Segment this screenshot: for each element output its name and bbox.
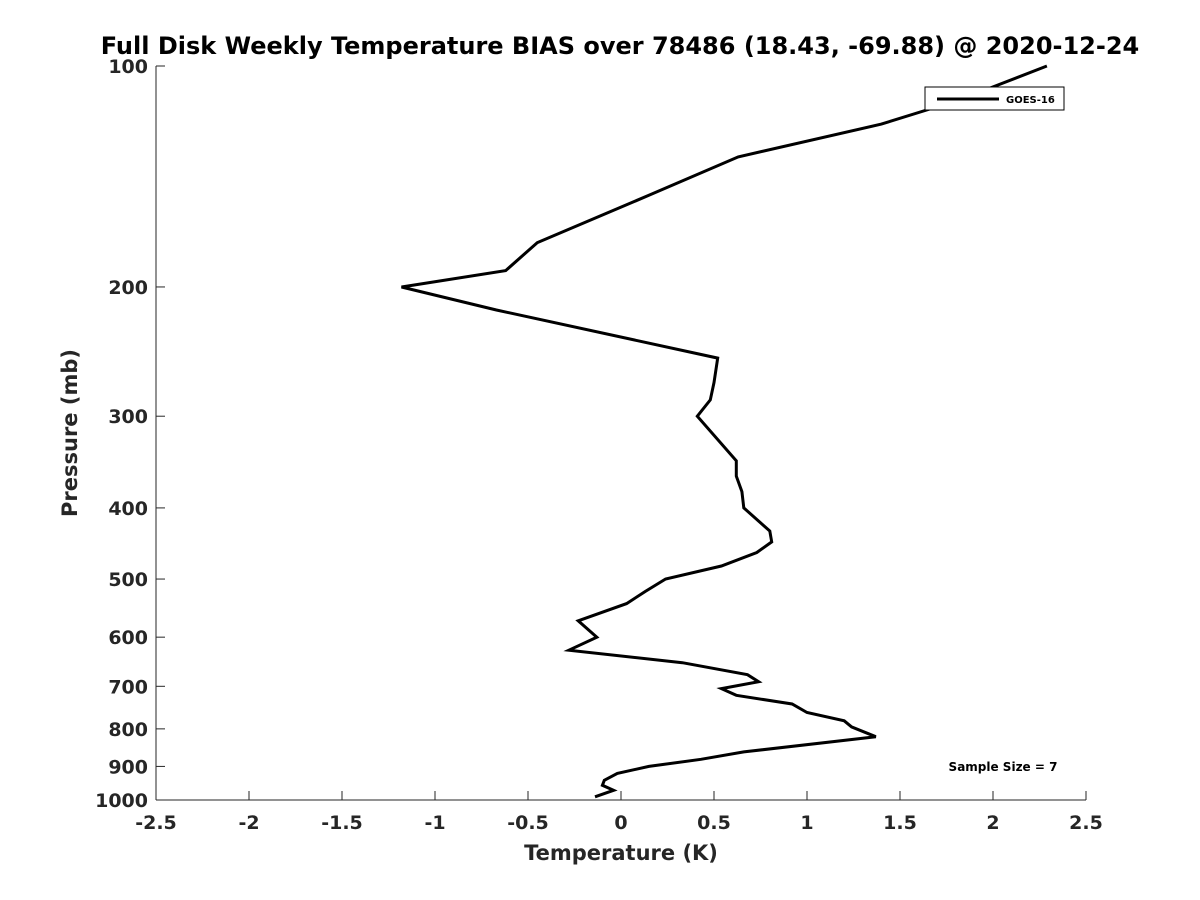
y-tick-label: 300 xyxy=(108,406,148,428)
chart-title: Full Disk Weekly Temperature BIAS over 7… xyxy=(101,32,1140,60)
x-tick-label: 2 xyxy=(986,812,999,834)
legend-label-goes-16: GOES-16 xyxy=(1006,95,1055,106)
y-tick-label: 700 xyxy=(108,676,148,698)
x-tick-label: 1.5 xyxy=(883,812,917,834)
x-tick-label: -2 xyxy=(238,812,259,834)
y-axis-label: Pressure (mb) xyxy=(58,349,82,517)
series-layer xyxy=(401,64,1048,799)
y-tick-label: 100 xyxy=(108,56,148,78)
y-tick-label: 600 xyxy=(108,627,148,649)
series-line-goes-16 xyxy=(401,64,1048,799)
x-tick-label: 0.5 xyxy=(697,812,731,834)
x-axis-label: Temperature (K) xyxy=(524,841,718,865)
x-tick-label: 1 xyxy=(800,812,813,834)
x-tick-label: -0.5 xyxy=(507,812,549,834)
sample-size-annotation: Sample Size = 7 xyxy=(949,760,1058,774)
x-tick-label: -1.5 xyxy=(321,812,363,834)
y-tick-label: 900 xyxy=(108,756,148,778)
x-tick-label: 0 xyxy=(614,812,627,834)
y-tick-label: 200 xyxy=(108,277,148,299)
y-tick-label: 500 xyxy=(108,569,148,591)
x-tick-label: 2.5 xyxy=(1069,812,1103,834)
x-tick-label: -1 xyxy=(424,812,445,834)
legend: GOES-16 xyxy=(924,86,1065,111)
y-tick-label: 400 xyxy=(108,498,148,520)
y-tick-label: 800 xyxy=(108,719,148,741)
x-tick-label: -2.5 xyxy=(135,812,177,834)
x-axis-ticks: -2.5 -2 -1.5 -1 -0.5 0 0.5 1 1.5 2 2.5 xyxy=(135,791,1103,834)
y-axis-ticks: 100 200 300 400 500 600 700 800 900 1000 xyxy=(95,56,165,812)
y-tick-label: 1000 xyxy=(95,790,148,812)
